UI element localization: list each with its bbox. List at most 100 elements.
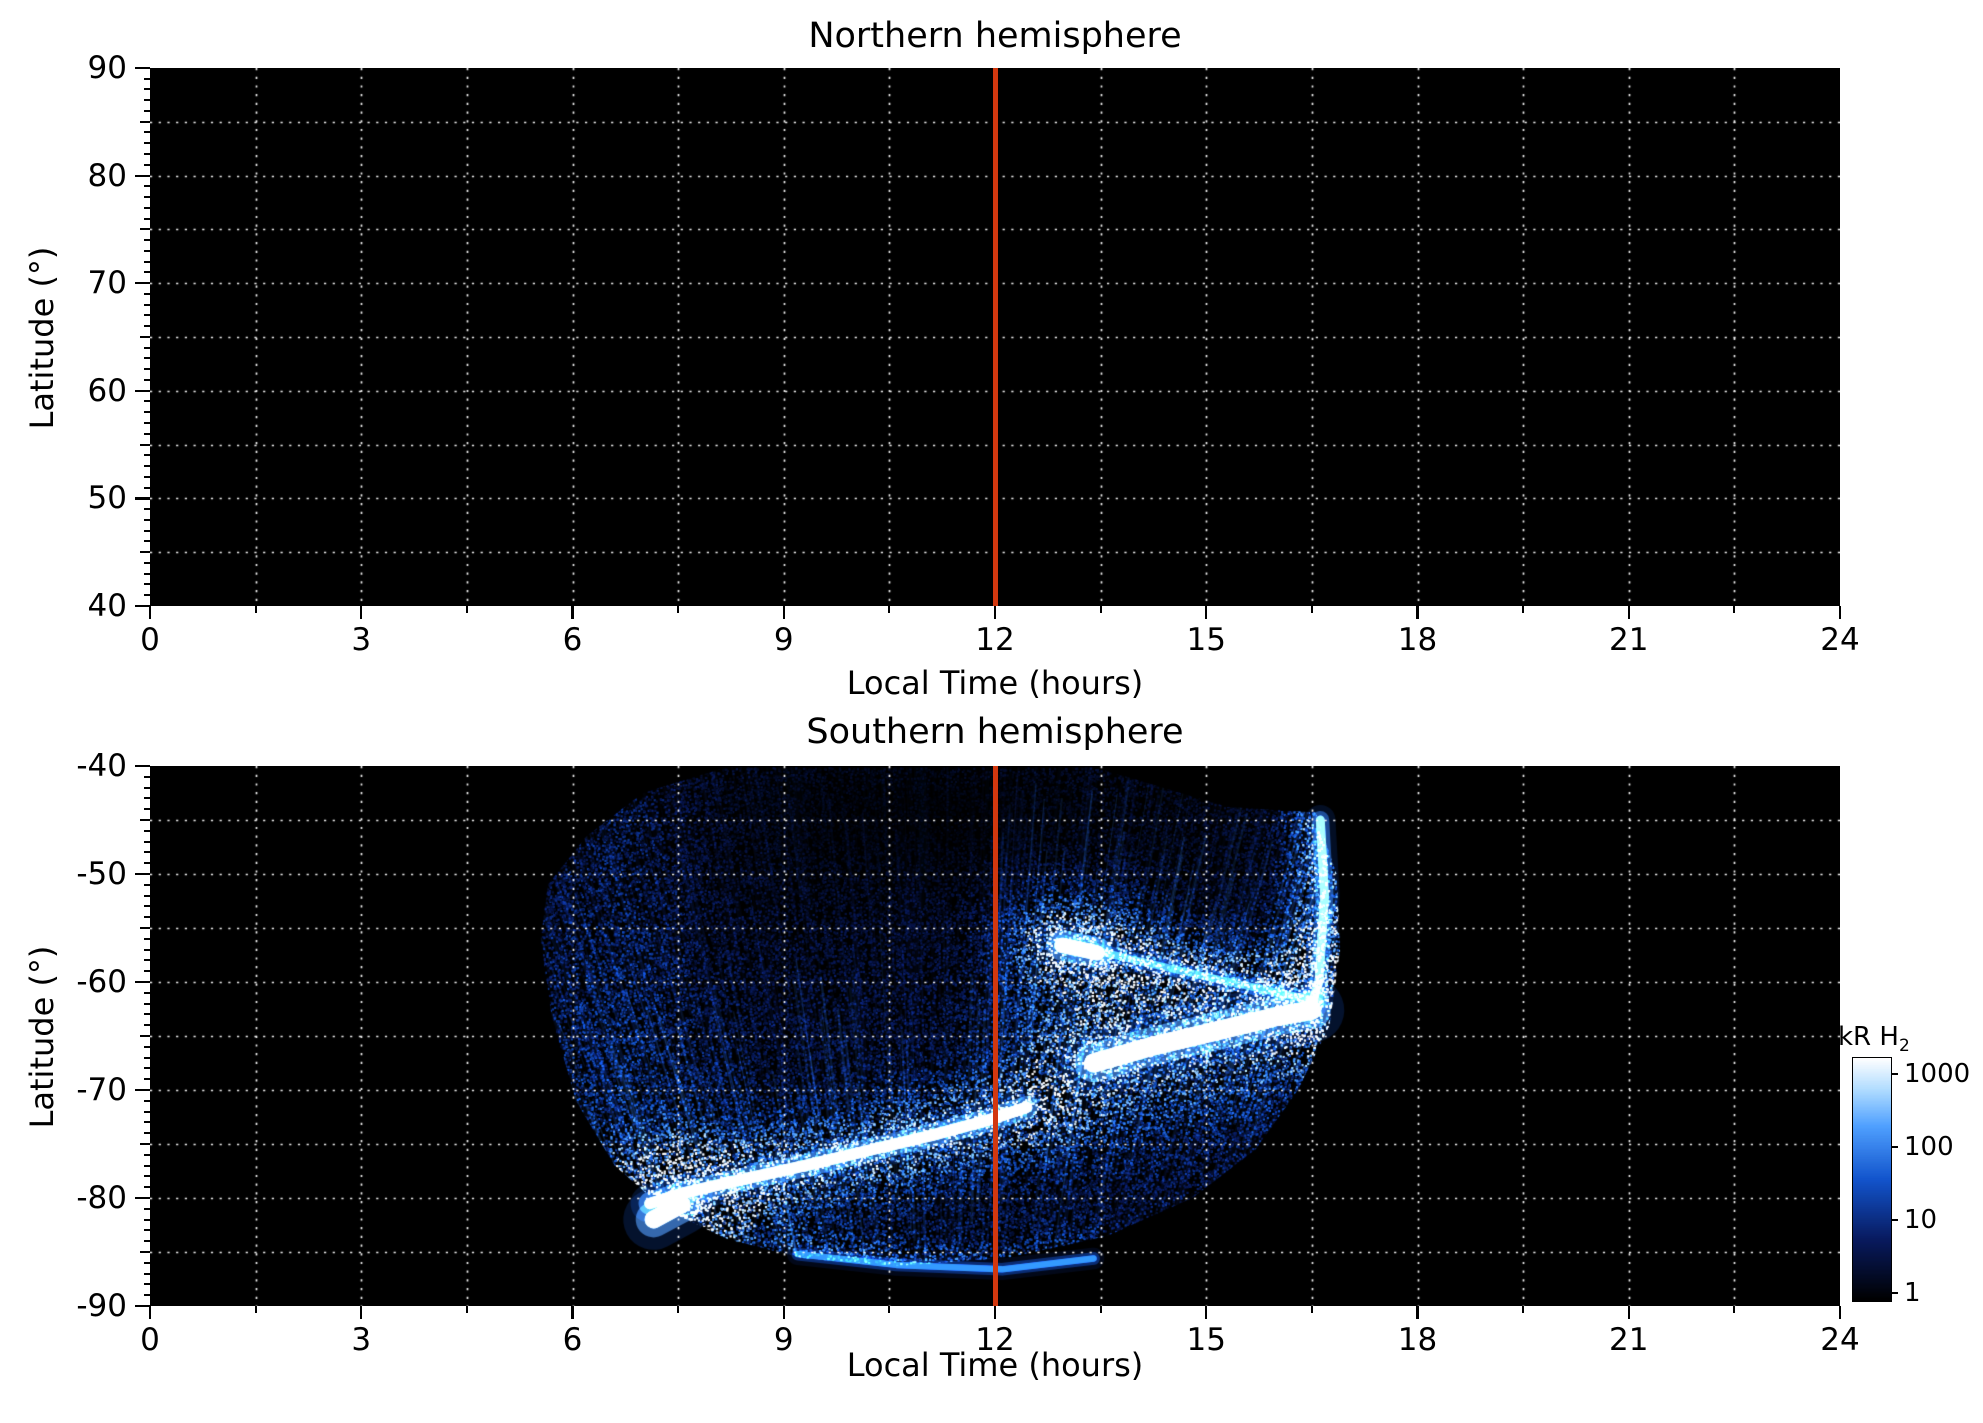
y-tick-label: 50 xyxy=(87,480,127,517)
x-tick xyxy=(993,606,997,619)
y-tick xyxy=(135,1088,150,1092)
x-tick xyxy=(1627,1306,1630,1319)
y-minor-tick xyxy=(144,561,150,564)
y-tick xyxy=(135,497,150,500)
north-ylabel: Latitude (°) xyxy=(23,246,61,430)
y-tick xyxy=(135,764,150,768)
x-tick xyxy=(1416,606,1419,619)
y-minor-tick xyxy=(144,1218,150,1221)
y-minor-tick xyxy=(144,142,150,145)
y-minor-tick xyxy=(144,1067,150,1070)
y-minor-tick xyxy=(140,551,150,554)
y-minor-tick xyxy=(144,131,150,134)
north-xlabel: Local Time (hours) xyxy=(846,664,1144,702)
y-minor-tick xyxy=(144,1121,150,1124)
y-minor-tick xyxy=(144,368,150,371)
x-tick-label: 0 xyxy=(140,1322,160,1358)
y-minor-tick xyxy=(144,829,150,832)
north-panel-title: Northern hemisphere xyxy=(808,16,1182,56)
x-tick-label: 24 xyxy=(1820,1322,1860,1358)
x-minor-tick xyxy=(1733,606,1736,613)
y-minor-tick xyxy=(144,1013,150,1016)
colorbar xyxy=(1852,1057,1892,1302)
x-tick xyxy=(1838,606,1842,619)
y-minor-tick xyxy=(144,185,150,188)
x-tick-label: 18 xyxy=(1397,622,1438,658)
y-minor-tick xyxy=(144,1056,150,1059)
colorbar-tick xyxy=(1892,1218,1898,1221)
x-tick xyxy=(148,1306,152,1319)
x-tick xyxy=(782,606,785,619)
y-tick-label: -80 xyxy=(76,1180,127,1216)
y-minor-tick xyxy=(144,206,150,209)
y-minor-tick xyxy=(144,314,150,317)
y-minor-tick xyxy=(144,572,150,575)
y-tick-label: 90 xyxy=(87,50,127,86)
x-tick-label: 24 xyxy=(1820,622,1860,658)
y-minor-tick xyxy=(144,357,150,360)
south-panel-title: Southern hemisphere xyxy=(806,712,1184,752)
y-minor-tick xyxy=(144,862,150,865)
y-minor-tick xyxy=(144,775,150,778)
y-minor-tick xyxy=(144,432,150,435)
y-minor-tick xyxy=(140,926,150,929)
colorbar-tick-label: 10 xyxy=(1904,1204,1938,1235)
x-minor-tick xyxy=(465,606,468,613)
x-minor-tick xyxy=(677,1306,680,1313)
south-noon-line xyxy=(992,766,998,1306)
x-minor-tick xyxy=(254,1306,257,1313)
x-tick xyxy=(1627,606,1630,619)
y-minor-tick xyxy=(144,508,150,511)
colorbar-label-text: kR H xyxy=(1838,1022,1899,1052)
y-minor-tick xyxy=(140,228,150,231)
y-minor-tick xyxy=(144,1110,150,1113)
y-tick-label: -70 xyxy=(76,1072,127,1108)
colorbar-tick xyxy=(1892,1291,1898,1294)
y-minor-tick xyxy=(144,1240,150,1243)
y-minor-tick xyxy=(144,959,150,962)
y-minor-tick xyxy=(144,1229,150,1232)
x-tick-label: 6 xyxy=(562,1322,583,1358)
y-minor-tick xyxy=(144,217,150,220)
y-minor-tick xyxy=(144,249,150,252)
x-tick-label: 18 xyxy=(1397,1322,1438,1358)
x-minor-tick xyxy=(888,606,891,613)
y-minor-tick xyxy=(144,163,150,166)
y-tick xyxy=(135,1196,150,1200)
y-minor-tick xyxy=(144,1272,150,1275)
colorbar-tick xyxy=(1892,1145,1898,1148)
x-tick xyxy=(1838,1306,1842,1319)
x-tick-label: 9 xyxy=(773,622,794,658)
y-minor-tick xyxy=(144,1132,150,1135)
y-minor-tick xyxy=(144,196,150,199)
y-minor-tick xyxy=(144,1164,150,1167)
x-tick xyxy=(1205,1306,1208,1319)
y-tick-label: -40 xyxy=(76,748,127,784)
x-tick-label: 15 xyxy=(1186,622,1226,658)
y-minor-tick xyxy=(144,421,150,424)
x-minor-tick xyxy=(888,1306,891,1313)
y-minor-tick xyxy=(144,260,150,263)
y-minor-tick xyxy=(144,1045,150,1048)
y-minor-tick xyxy=(144,77,150,80)
x-minor-tick xyxy=(1310,1306,1313,1313)
y-minor-tick xyxy=(140,818,150,821)
colorbar-label: kR H2 xyxy=(1838,1022,1910,1056)
y-minor-tick xyxy=(144,1024,150,1027)
y-minor-tick xyxy=(144,808,150,811)
y-minor-tick xyxy=(144,411,150,414)
x-tick-label: 21 xyxy=(1609,622,1649,658)
y-minor-tick xyxy=(144,475,150,478)
x-tick-label: 0 xyxy=(140,622,160,658)
y-minor-tick xyxy=(140,443,150,446)
y-minor-tick xyxy=(144,905,150,908)
y-tick xyxy=(135,1304,150,1308)
y-minor-tick xyxy=(144,1099,150,1102)
y-minor-tick xyxy=(144,271,150,274)
north-panel-plot xyxy=(150,68,1840,606)
x-tick-label: 15 xyxy=(1186,1322,1226,1358)
colorbar-tick-label: 1000 xyxy=(1904,1059,1971,1089)
y-minor-tick xyxy=(144,152,150,155)
y-minor-tick xyxy=(144,840,150,843)
y-tick-label: 70 xyxy=(87,265,127,302)
